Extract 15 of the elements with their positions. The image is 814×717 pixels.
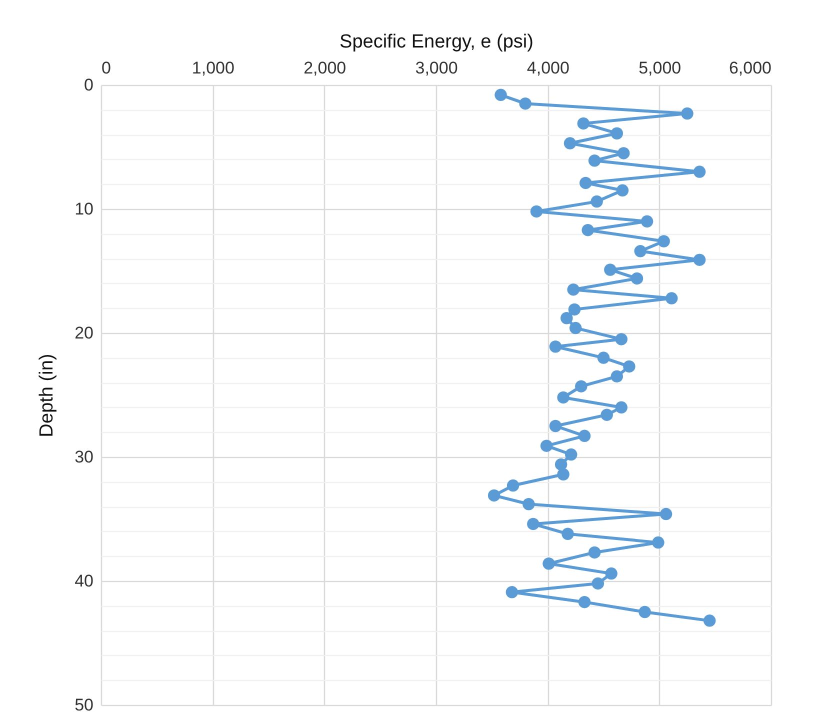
x-tick-label: 6,000 [728,58,772,78]
y-axis-title: Depth (in) [36,354,58,438]
x-tick-label: 1,000 [192,58,234,78]
x-axis-title: Specific Energy, e (psi) [340,32,534,52]
y-tick-label: 10 [74,200,94,218]
y-tick-label: 20 [74,324,94,342]
y-tick-label: 30 [74,448,94,466]
y-tick-label: 0 [84,76,94,94]
y-tick-label: 50 [74,696,94,714]
y-tick-label: 40 [74,572,94,590]
x-tick-label: 4,000 [526,58,570,78]
x-tick-label: 2,000 [304,58,346,78]
x-tick-label: 3,000 [415,58,458,78]
x-tick-label: 0 [102,58,111,78]
x-tick-label: 5,000 [638,58,682,78]
